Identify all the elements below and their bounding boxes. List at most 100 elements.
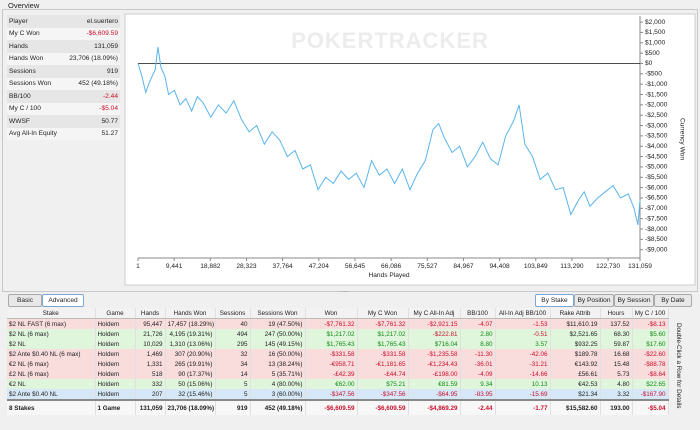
stat-row: Hands Won 23,706 (18.09%) bbox=[7, 52, 120, 65]
column-header[interactable]: Hands bbox=[135, 308, 166, 319]
column-header[interactable]: My C Won bbox=[357, 308, 409, 319]
table-cell: 295 bbox=[215, 339, 251, 349]
column-header[interactable]: Stake bbox=[7, 308, 96, 319]
table-cell: $11,610.19 bbox=[550, 318, 601, 329]
total-cell: 193.00 bbox=[600, 399, 633, 415]
column-header[interactable]: My C / 100 bbox=[632, 308, 669, 319]
column-header[interactable]: BB/100 bbox=[460, 308, 496, 319]
column-header[interactable]: Sessions Won bbox=[250, 308, 306, 319]
table-row[interactable]: £2 NL (6 max) Holdem 518 90 (17.37%) 14 5 (35… bbox=[7, 369, 669, 379]
stat-value: -2.44 bbox=[102, 92, 118, 100]
stat-value: 452 (49.18%) bbox=[78, 80, 118, 88]
table-cell: 50 (15.06%) bbox=[165, 379, 216, 389]
stat-row: Sessions 919 bbox=[7, 65, 120, 78]
table-cell: 13 (38.24%) bbox=[250, 359, 306, 369]
view-button[interactable]: Advanced bbox=[42, 294, 84, 307]
table-cell: 1,469 bbox=[135, 349, 166, 359]
y-tick-label: -$5,500 bbox=[645, 174, 668, 181]
column-header[interactable]: Hands Won bbox=[165, 308, 216, 319]
stat-label: Player bbox=[9, 17, 28, 25]
stat-value: 23,706 (18.09%) bbox=[69, 55, 118, 63]
table-cell: 494 bbox=[215, 329, 251, 339]
x-tick-label: 131,059 bbox=[628, 263, 652, 270]
table-row[interactable]: $2 NL (6 max) Holdem 21,726 4,195 (19.31%) 4… bbox=[7, 329, 669, 339]
table-cell: $2 Ante $0.40 NL (6 max) bbox=[7, 349, 96, 359]
table-cell: 145 (49.15%) bbox=[250, 339, 306, 349]
view-button[interactable]: Basic bbox=[8, 294, 42, 307]
splitter[interactable]: ..... bbox=[340, 288, 349, 294]
table-cell: -£44.74 bbox=[357, 369, 409, 379]
group-button[interactable]: By Position bbox=[574, 294, 614, 307]
y-tick-label: -$6,500 bbox=[645, 195, 668, 202]
table-cell: -£42.39 bbox=[305, 369, 358, 379]
table-cell: -$8.13 bbox=[632, 318, 669, 329]
table-cell: Holdem bbox=[95, 379, 136, 389]
x-axis-label: Hands Played bbox=[368, 272, 409, 279]
column-header[interactable]: My C All-In Adj bbox=[408, 308, 461, 319]
x-tick-label: 28,323 bbox=[236, 263, 257, 270]
table-row[interactable]: $2 Ante $0.40 NL (6 max) Holdem 1,469 307 (… bbox=[7, 349, 669, 359]
table-row[interactable]: $2 NL Holdem 10,029 1,310 (13.06%) 295 145 (4… bbox=[7, 339, 669, 349]
group-button[interactable]: By Stake bbox=[535, 294, 574, 307]
column-header[interactable]: All-In Adj BB/100 bbox=[495, 308, 551, 319]
stakes-table: Stake Game Hands Hands Won Sessions Sessions … bbox=[7, 308, 669, 415]
table-cell: $2 NL (6 max) bbox=[7, 329, 96, 339]
table-cell: Holdem bbox=[95, 389, 136, 400]
total-cell: -$4,869.29 bbox=[408, 399, 461, 415]
table-cell: 3.57 bbox=[495, 339, 551, 349]
table-row[interactable]: €2 NL Holdem 332 50 (15.06%) 5 4 (80.00%) €62.… bbox=[7, 379, 669, 389]
table-cell: -$331.58 bbox=[357, 349, 409, 359]
table-cell: 16 (50.00%) bbox=[250, 349, 306, 359]
y-tick-label: -$500 bbox=[645, 71, 662, 78]
table-cell: -$7,761.32 bbox=[305, 318, 358, 329]
group-button[interactable]: By Date bbox=[654, 294, 692, 307]
table-cell: $22.65 bbox=[632, 379, 669, 389]
table-row[interactable]: $2 NL FAST (6 max) Holdem 95,447 17,457 (18… bbox=[7, 318, 669, 329]
stat-label: Hands bbox=[9, 42, 29, 50]
table-cell: Holdem bbox=[95, 369, 136, 379]
group-button[interactable]: By Session bbox=[614, 294, 654, 307]
table-cell: 3 (60.00%) bbox=[250, 389, 306, 400]
table-cell: €62.00 bbox=[305, 379, 358, 389]
table-cell: Holdem bbox=[95, 349, 136, 359]
column-header[interactable]: Rake Attrib bbox=[550, 308, 601, 319]
stat-value: 50.77 bbox=[101, 117, 118, 125]
table-cell: 17,457 (18.29%) bbox=[165, 318, 216, 329]
table-row[interactable]: €2 NL (6 max) Holdem 1,331 265 (19.91%) 34 13… bbox=[7, 359, 669, 369]
table-cell: $932.25 bbox=[550, 339, 601, 349]
table-cell: 16.68 bbox=[600, 349, 633, 359]
table-row[interactable]: $2 Ante $0.40 NL Holdem 207 32 (15.46%) 5 3 (… bbox=[7, 389, 669, 400]
table-cell: -15.69 bbox=[495, 389, 551, 400]
column-header[interactable]: Won bbox=[305, 308, 358, 319]
table-cell: 518 bbox=[135, 369, 166, 379]
table-cell: 5 bbox=[215, 389, 251, 400]
table-cell: -14.66 bbox=[495, 369, 551, 379]
total-row: 8 Stakes 1 Game 131,059 23,706 (18.09%) 919 4… bbox=[7, 399, 669, 415]
stat-label: Sessions Won bbox=[9, 80, 52, 88]
table-cell: 4 (80.00%) bbox=[250, 379, 306, 389]
table-cell: -83.95 bbox=[460, 389, 496, 400]
table-cell: 21,726 bbox=[135, 329, 166, 339]
y-tick-label: -$4,500 bbox=[645, 153, 668, 160]
table-cell: $1,765.43 bbox=[357, 339, 409, 349]
table-cell: $716.04 bbox=[408, 339, 461, 349]
table-cell: €2 NL (6 max) bbox=[7, 359, 96, 369]
table-cell: 68.30 bbox=[600, 329, 633, 339]
table-cell: $2 NL bbox=[7, 339, 96, 349]
table-cell: 9.34 bbox=[460, 379, 496, 389]
stat-row: My C / 100 -$5.04 bbox=[7, 102, 120, 115]
table-cell: -$167.90 bbox=[632, 389, 669, 400]
chart: POKERTRACKER $2,000 $1,500 $1,000 $500 $0 -$5… bbox=[124, 13, 696, 286]
stat-label: My C / 100 bbox=[9, 105, 41, 113]
table-cell: 59.87 bbox=[600, 339, 633, 349]
table-cell: 3.32 bbox=[600, 389, 633, 400]
total-cell: 919 bbox=[215, 399, 251, 415]
column-header[interactable]: Hours bbox=[600, 308, 633, 319]
column-header[interactable]: Sessions bbox=[215, 308, 251, 319]
table-cell: -$1,235.58 bbox=[408, 349, 461, 359]
y-tick-label: -$6,000 bbox=[645, 184, 668, 191]
column-header[interactable]: Game bbox=[95, 308, 136, 319]
y-tick-label: -$7,000 bbox=[645, 205, 668, 212]
y-tick-label: $0 bbox=[645, 60, 653, 67]
